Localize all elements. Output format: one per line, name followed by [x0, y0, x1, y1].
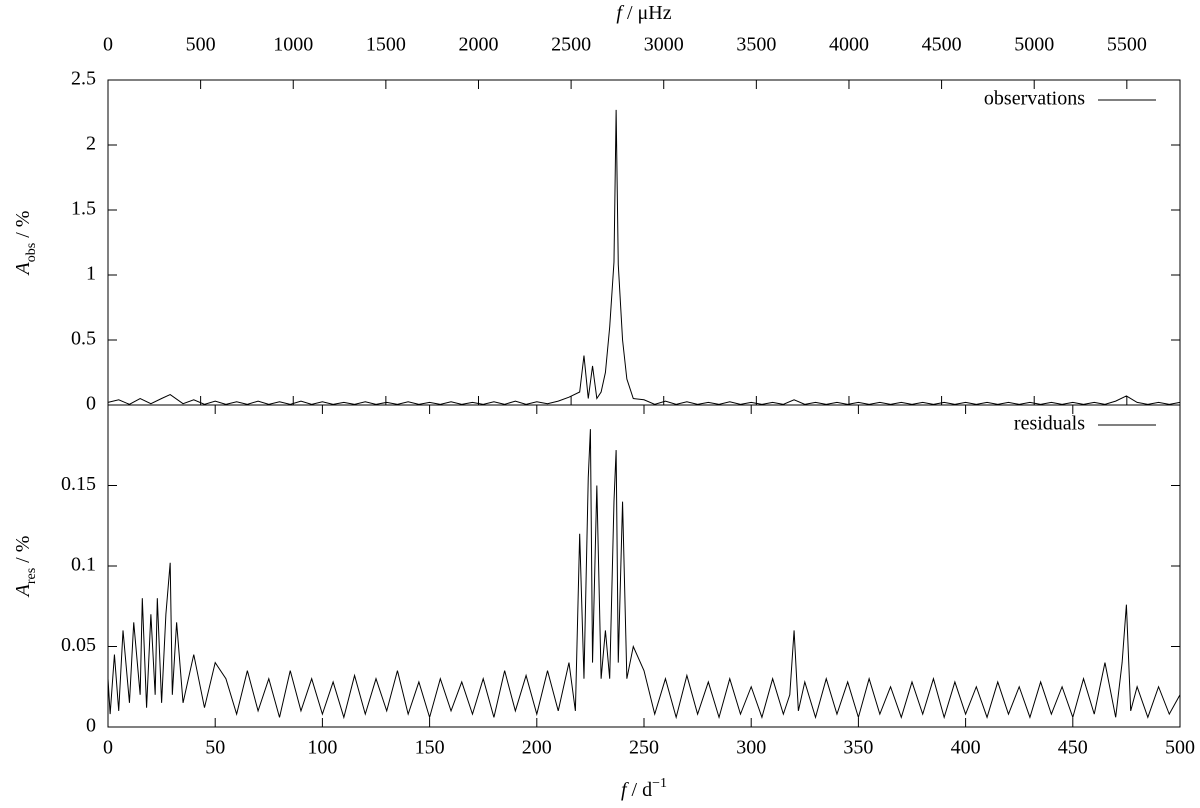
x2-tick-label: 5500	[1107, 34, 1147, 56]
y-tick-label: 1	[86, 263, 96, 285]
x2-tick-label: 1500	[366, 34, 406, 56]
y-tick-label: 0	[86, 393, 96, 415]
legend-label: observations	[984, 88, 1085, 110]
x2-tick-label: 4500	[922, 34, 962, 56]
x2-tick-label: 3500	[736, 34, 776, 56]
y-tick-label: 0.1	[71, 554, 96, 576]
x2-tick-label: 2000	[458, 34, 498, 56]
x2-tick-label: 3000	[644, 34, 684, 56]
x2-tick-label: 0	[103, 34, 113, 56]
label-symbol: f	[621, 779, 629, 801]
label-superscript: −1	[652, 776, 667, 791]
label-subscript: res	[24, 568, 39, 584]
axis-label: f / d−1	[621, 776, 667, 801]
y-tick-label: 0	[86, 715, 96, 737]
label-unit: / d	[632, 779, 653, 801]
plot-frame	[107, 404, 1181, 728]
x2-tick-label: 500	[186, 34, 216, 56]
x-tick-label: 350	[843, 737, 873, 759]
legend-label: residuals	[1014, 413, 1085, 435]
x-tick-label: 300	[736, 737, 766, 759]
spectrum-line	[107, 429, 1181, 720]
y-tick-label: 2.5	[71, 68, 96, 90]
x-tick-label: 450	[1058, 737, 1088, 759]
label-symbol: A	[12, 583, 34, 598]
label-unit: / %	[12, 536, 34, 563]
x-tick-label: 50	[205, 737, 225, 759]
x-tick-label: 200	[522, 737, 552, 759]
x2-tick-label: 4000	[829, 34, 869, 56]
x-tick-label: 250	[629, 737, 659, 759]
x-tick-label: 150	[415, 737, 445, 759]
y-tick-label: 1.5	[71, 198, 96, 220]
label-subscript: obs	[24, 243, 39, 262]
label-unit: / μHz	[627, 2, 672, 24]
y-tick-label: 0.05	[61, 634, 96, 656]
x-tick-label: 400	[951, 737, 981, 759]
x-tick-label: 0	[103, 737, 113, 759]
plot-frame	[107, 79, 1181, 406]
x2-tick-label: 2500	[551, 34, 591, 56]
x-tick-label: 100	[307, 737, 337, 759]
y-tick-label: 2	[86, 133, 96, 155]
axis-label: f / μHz	[616, 2, 671, 24]
y-tick-label: 0.5	[71, 328, 96, 350]
label-unit: / %	[12, 211, 34, 238]
x2-tick-label: 1000	[273, 34, 313, 56]
spectrum-line	[107, 109, 1181, 405]
axis-label: Aobs / %	[12, 211, 39, 277]
label-symbol: A	[12, 261, 34, 276]
y-tick-label: 0.15	[61, 473, 96, 495]
x2-tick-label: 5000	[1014, 34, 1054, 56]
x-tick-label: 500	[1165, 737, 1195, 759]
label-symbol: f	[616, 2, 624, 24]
axis-label: Ares / %	[12, 536, 39, 599]
